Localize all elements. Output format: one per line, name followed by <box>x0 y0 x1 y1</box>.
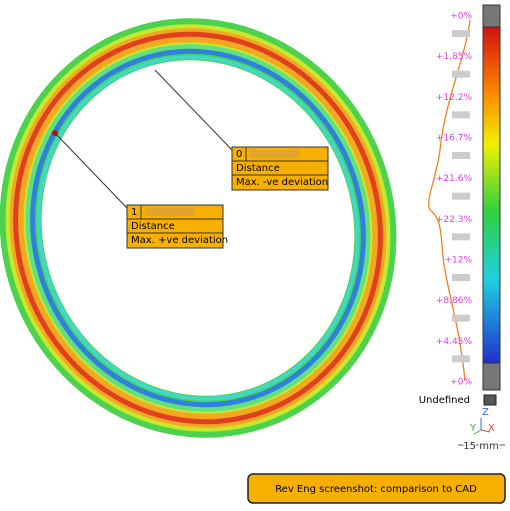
scale-label: +12.2% <box>436 93 473 103</box>
axis-x: X <box>488 423 495 434</box>
scale-label: +1.85% <box>436 52 473 62</box>
colorbar-top <box>482 4 501 28</box>
histogram <box>428 19 471 381</box>
undefined-swatch <box>483 394 497 406</box>
callout-measure: Distance <box>131 221 175 232</box>
scale-label: +0% <box>450 12 472 22</box>
callout[interactable]: 1 Distance Max. +ve deviation <box>126 204 228 249</box>
callout-desc: Max. +ve deviation <box>131 235 228 246</box>
callout-desc: Max. -ve deviation <box>236 177 328 188</box>
blurred-value <box>452 192 470 200</box>
leader <box>154 69 233 151</box>
blurred-value <box>452 152 470 159</box>
scale-label: +4.45% <box>436 337 473 347</box>
scale-label: +22.3% <box>436 215 473 225</box>
axis-z: Z <box>482 407 489 418</box>
scale-bar: 15 mm <box>463 441 498 452</box>
callout-id: 0 <box>236 149 242 160</box>
axis-triad: Z Y X 15 mm <box>458 407 505 454</box>
blurred-value <box>452 314 470 322</box>
blurred-value <box>452 30 470 37</box>
callout[interactable]: 0 Distance Max. -ve deviation <box>231 146 329 191</box>
blurred-value <box>452 274 470 281</box>
scale-label: +12% <box>444 256 472 266</box>
caption-box <box>247 473 506 504</box>
undefined-label: Undefined <box>419 395 470 406</box>
leader <box>54 132 128 209</box>
callout-id: 1 <box>131 207 137 218</box>
scale-label: +0% <box>450 378 472 388</box>
scale-labels: +0% +1.85% +12.2% +16.7% +21.6% +22.3% +12% +8.… <box>436 12 473 388</box>
caption: Rev Eng screenshot: comparison to CAD <box>275 484 477 495</box>
scale-label: +16.7% <box>436 134 473 144</box>
blurred-value <box>452 355 470 363</box>
scale-label: +21.6% <box>436 174 473 184</box>
callout-measure: Distance <box>236 163 280 174</box>
ring <box>0 18 397 438</box>
blurred-value <box>452 111 470 119</box>
colorbar-bottom <box>482 362 501 391</box>
scale-label: +8.86% <box>436 296 473 306</box>
blurred-value <box>452 233 470 241</box>
blurred-value <box>452 70 470 78</box>
colorbar <box>482 26 501 364</box>
axis-y: Y <box>469 423 477 434</box>
